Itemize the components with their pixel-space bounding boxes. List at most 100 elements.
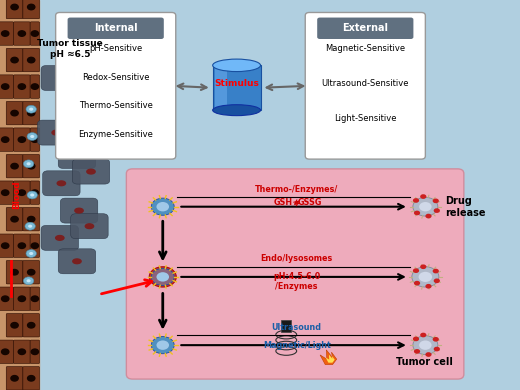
- Ellipse shape: [71, 103, 80, 108]
- FancyBboxPatch shape: [0, 75, 14, 98]
- Text: Magnetic-Sensitive: Magnetic-Sensitive: [325, 44, 406, 53]
- FancyBboxPatch shape: [126, 169, 464, 379]
- Bar: [215, 66, 227, 110]
- Text: GSSG: GSSG: [297, 198, 322, 207]
- Ellipse shape: [75, 208, 83, 213]
- Text: Tumor cell: Tumor cell: [396, 357, 452, 367]
- Circle shape: [433, 269, 439, 273]
- Circle shape: [18, 190, 25, 195]
- Circle shape: [11, 216, 18, 222]
- Text: Light-Sensitive: Light-Sensitive: [334, 114, 397, 124]
- Circle shape: [2, 137, 9, 142]
- Circle shape: [11, 163, 18, 169]
- Circle shape: [30, 135, 34, 138]
- FancyBboxPatch shape: [60, 198, 98, 223]
- Text: Thermo-/Enzymes/: Thermo-/Enzymes/: [255, 185, 339, 194]
- Circle shape: [25, 222, 35, 230]
- Text: Internal: Internal: [94, 23, 137, 33]
- Circle shape: [11, 4, 18, 10]
- Circle shape: [18, 137, 25, 142]
- FancyBboxPatch shape: [30, 234, 40, 257]
- Circle shape: [419, 202, 432, 211]
- Circle shape: [2, 31, 9, 36]
- FancyBboxPatch shape: [30, 181, 40, 204]
- Circle shape: [149, 267, 176, 287]
- Text: Enzyme-Sensitive: Enzyme-Sensitive: [79, 129, 153, 139]
- Circle shape: [425, 214, 432, 218]
- Circle shape: [2, 84, 9, 89]
- FancyBboxPatch shape: [6, 367, 23, 390]
- Ellipse shape: [57, 181, 66, 186]
- Circle shape: [18, 84, 25, 89]
- FancyBboxPatch shape: [41, 225, 79, 250]
- Circle shape: [18, 296, 25, 301]
- Ellipse shape: [213, 105, 261, 115]
- FancyBboxPatch shape: [30, 22, 40, 45]
- FancyBboxPatch shape: [41, 66, 79, 90]
- Circle shape: [420, 264, 426, 269]
- Circle shape: [433, 337, 439, 342]
- Circle shape: [11, 110, 18, 116]
- Circle shape: [157, 272, 169, 282]
- FancyBboxPatch shape: [14, 128, 30, 151]
- FancyBboxPatch shape: [70, 81, 107, 106]
- Circle shape: [11, 376, 18, 381]
- Circle shape: [151, 268, 174, 285]
- FancyBboxPatch shape: [305, 12, 425, 159]
- Text: Blood: Blood: [12, 181, 21, 209]
- FancyBboxPatch shape: [58, 144, 96, 168]
- Text: Drug
release: Drug release: [445, 195, 486, 218]
- Circle shape: [434, 278, 440, 283]
- FancyBboxPatch shape: [71, 214, 108, 239]
- Circle shape: [434, 208, 440, 213]
- Circle shape: [27, 279, 31, 282]
- FancyBboxPatch shape: [56, 12, 176, 159]
- Circle shape: [27, 162, 31, 165]
- Circle shape: [18, 31, 25, 36]
- Circle shape: [2, 349, 9, 355]
- Circle shape: [28, 57, 35, 63]
- Bar: [0, 0, 39, 390]
- Bar: [213, 66, 261, 110]
- Circle shape: [28, 376, 35, 381]
- Circle shape: [28, 323, 35, 328]
- Circle shape: [28, 163, 35, 169]
- Circle shape: [18, 349, 25, 355]
- Text: pH-Sensitive: pH-Sensitive: [89, 44, 142, 53]
- Ellipse shape: [85, 224, 94, 229]
- Text: Ultrasound: Ultrasound: [271, 323, 322, 332]
- Circle shape: [31, 349, 38, 355]
- Circle shape: [2, 190, 9, 195]
- Circle shape: [2, 296, 9, 301]
- Text: GSH: GSH: [274, 198, 293, 207]
- Bar: [281, 320, 292, 331]
- Circle shape: [23, 277, 34, 285]
- Circle shape: [28, 110, 35, 116]
- Circle shape: [151, 198, 174, 215]
- FancyBboxPatch shape: [23, 207, 40, 231]
- Circle shape: [157, 202, 169, 211]
- Circle shape: [31, 84, 38, 89]
- Text: External: External: [342, 23, 388, 33]
- Circle shape: [11, 323, 18, 328]
- FancyBboxPatch shape: [14, 340, 30, 363]
- Circle shape: [413, 337, 419, 341]
- Text: Magnetic/Light: Magnetic/Light: [263, 341, 331, 350]
- FancyBboxPatch shape: [0, 128, 14, 151]
- FancyBboxPatch shape: [14, 234, 30, 257]
- FancyBboxPatch shape: [23, 101, 40, 125]
- Text: pH:4.5-6.0: pH:4.5-6.0: [273, 272, 320, 281]
- Circle shape: [29, 252, 33, 255]
- FancyBboxPatch shape: [0, 22, 14, 45]
- Circle shape: [23, 160, 34, 168]
- Circle shape: [434, 347, 440, 351]
- Circle shape: [419, 340, 432, 350]
- FancyBboxPatch shape: [14, 75, 30, 98]
- FancyBboxPatch shape: [43, 171, 80, 196]
- Circle shape: [11, 57, 18, 63]
- FancyBboxPatch shape: [6, 48, 23, 72]
- FancyBboxPatch shape: [23, 367, 40, 390]
- Circle shape: [30, 193, 34, 197]
- FancyBboxPatch shape: [23, 0, 40, 19]
- FancyBboxPatch shape: [30, 287, 40, 310]
